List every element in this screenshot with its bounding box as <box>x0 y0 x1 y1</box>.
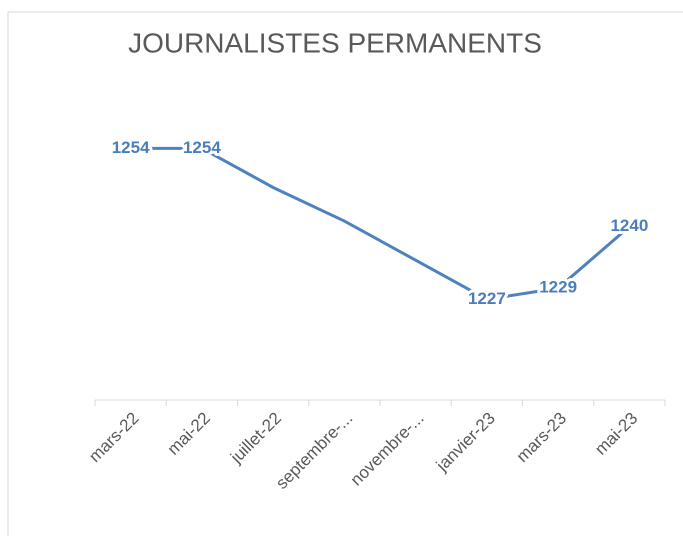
data-line <box>130 146 631 301</box>
data-label: 1229 <box>539 278 577 297</box>
data-label: 1240 <box>610 216 648 235</box>
data-label: 1254 <box>183 138 221 157</box>
data-label: 1254 <box>112 138 150 157</box>
chart-frame <box>7 11 683 536</box>
data-label: 1227 <box>468 289 506 308</box>
chart-title: JOURNALISTES PERMANENTS <box>128 27 542 58</box>
